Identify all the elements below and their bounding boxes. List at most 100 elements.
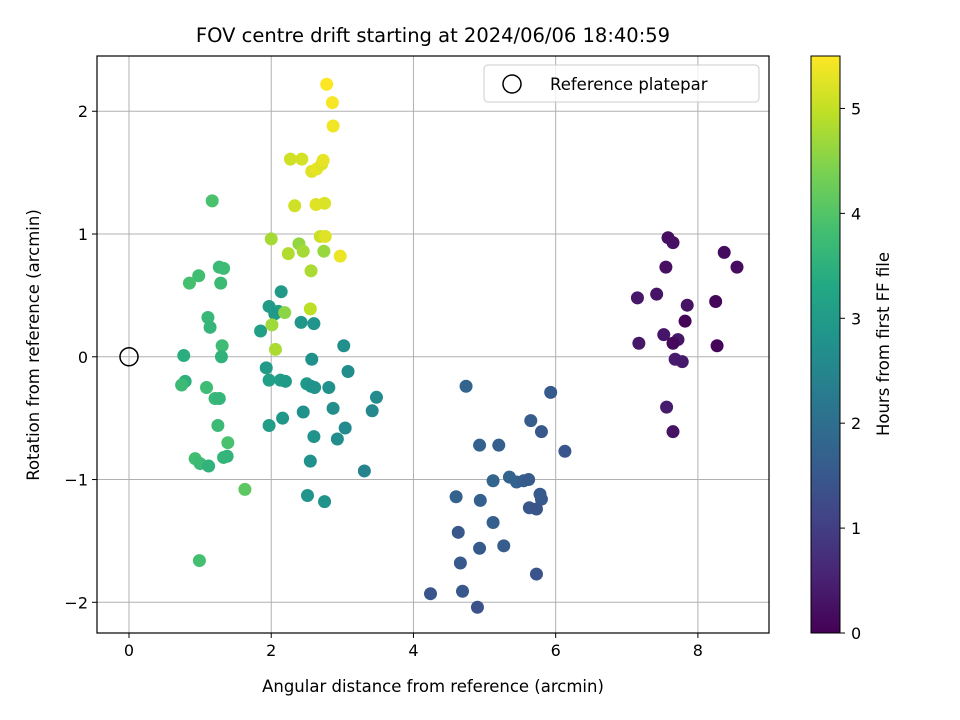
- data-point: [283, 152, 297, 166]
- colorbar: 0 1 2 3 4 5 Hours from first FF file: [810, 55, 893, 643]
- colorbar-tick-label: 4: [851, 204, 861, 223]
- data-point: [177, 349, 191, 363]
- data-point: [304, 264, 318, 278]
- data-point: [529, 567, 543, 581]
- data-point: [203, 320, 217, 334]
- data-point: [294, 315, 308, 329]
- data-point: [182, 276, 196, 290]
- data-point: [265, 318, 279, 332]
- data-point: [308, 380, 322, 394]
- data-point: [451, 525, 465, 539]
- y-axis-ticks: −2 −1 0 1 2: [64, 102, 97, 612]
- data-point: [675, 355, 689, 369]
- data-point: [486, 474, 500, 488]
- data-point: [333, 249, 347, 263]
- data-point: [211, 419, 225, 433]
- legend-box: [483, 64, 760, 103]
- data-point: [473, 541, 487, 555]
- data-point: [303, 454, 317, 468]
- data-point: [254, 324, 268, 338]
- data-point: [657, 328, 671, 342]
- colorbar-gradient: [810, 55, 841, 634]
- y-tick-label: 2: [78, 102, 88, 121]
- data-point: [330, 432, 344, 446]
- data-point: [264, 232, 278, 246]
- data-point: [492, 438, 506, 452]
- data-point: [205, 194, 219, 208]
- data-point: [456, 584, 470, 598]
- data-point: [296, 405, 310, 419]
- data-point: [424, 587, 438, 601]
- data-point: [337, 339, 351, 353]
- plot-frame: [96, 55, 770, 634]
- data-point: [365, 404, 379, 418]
- data-point: [281, 247, 295, 261]
- data-point: [524, 414, 538, 428]
- data-point: [534, 425, 548, 439]
- data-points: [175, 77, 744, 614]
- data-point: [369, 390, 383, 404]
- data-point: [217, 261, 231, 275]
- data-point: [710, 339, 724, 353]
- data-point: [338, 421, 352, 435]
- data-point: [529, 502, 543, 516]
- grid: [97, 56, 769, 633]
- data-point: [201, 310, 215, 324]
- data-point: [307, 317, 321, 331]
- data-point: [730, 260, 744, 274]
- y-tick-label: 0: [78, 348, 88, 367]
- data-point: [632, 336, 646, 350]
- data-point: [214, 276, 228, 290]
- data-point: [212, 392, 226, 406]
- colorbar-tick-label: 2: [851, 414, 861, 433]
- data-point: [318, 196, 332, 210]
- data-point: [630, 291, 644, 305]
- data-point: [296, 244, 310, 258]
- legend: Reference platepar: [483, 64, 760, 103]
- data-point: [305, 352, 319, 366]
- data-point: [678, 314, 692, 328]
- data-point: [459, 379, 473, 393]
- x-tick-label: 2: [266, 641, 276, 660]
- data-point: [192, 269, 206, 283]
- data-point: [666, 236, 680, 250]
- data-point: [217, 450, 231, 464]
- data-point: [470, 600, 484, 614]
- data-point: [288, 199, 302, 213]
- data-point: [318, 495, 332, 509]
- x-axis-label: Angular distance from reference (arcmin): [262, 677, 604, 696]
- data-point: [717, 245, 731, 259]
- legend-marker: [502, 74, 522, 94]
- data-point: [558, 444, 572, 458]
- y-axis-label: Rotation from reference (arcmin): [24, 209, 43, 481]
- data-point: [341, 365, 355, 379]
- data-point: [660, 400, 674, 414]
- data-point: [544, 385, 558, 399]
- data-point: [200, 380, 214, 394]
- y-tick-label: −2: [64, 593, 88, 612]
- data-point: [278, 374, 292, 388]
- x-tick-label: 0: [124, 641, 134, 660]
- data-point: [276, 411, 290, 425]
- data-point: [497, 539, 511, 553]
- data-point: [274, 285, 288, 299]
- data-point: [322, 380, 336, 394]
- data-point: [326, 401, 340, 415]
- x-axis-ticks: 0 2 4 6 8: [124, 633, 703, 660]
- data-point: [221, 436, 235, 450]
- colorbar-ticks: 0 1 2 3 4 5: [840, 99, 861, 643]
- colorbar-tick-label: 3: [851, 309, 861, 328]
- data-point: [202, 459, 216, 473]
- data-point: [709, 295, 723, 309]
- data-point: [449, 490, 463, 504]
- data-point: [300, 489, 314, 503]
- data-point: [486, 516, 500, 530]
- data-point: [214, 350, 228, 364]
- colorbar-label: Hours from first FF file: [874, 252, 893, 436]
- data-point: [357, 464, 371, 478]
- reference-platepar-marker: [119, 347, 139, 367]
- data-point: [522, 473, 536, 487]
- data-point: [295, 152, 309, 166]
- colorbar-tick-label: 0: [851, 624, 861, 643]
